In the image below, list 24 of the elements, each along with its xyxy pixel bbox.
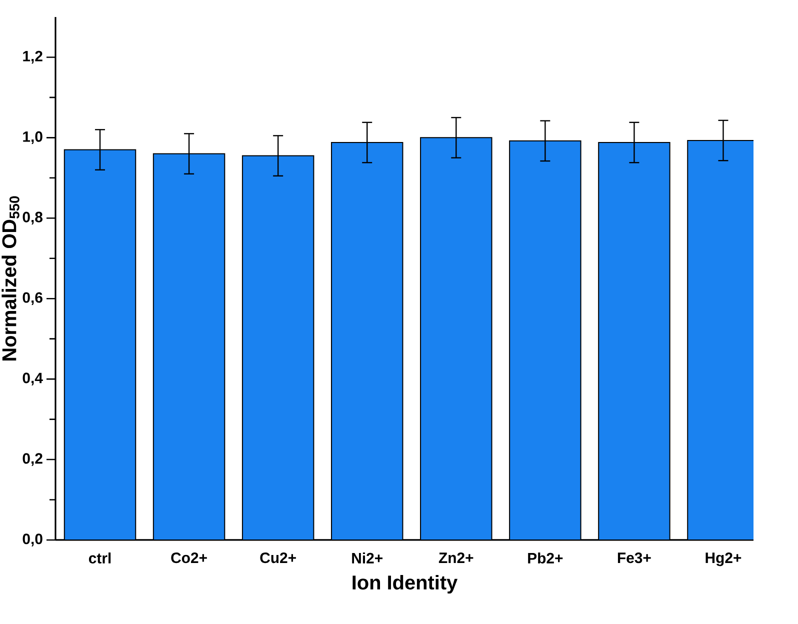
bar [64,149,136,540]
y-tick-label: 0,0 [22,534,42,546]
x-tick-label: Cu2+ [260,552,296,564]
x-tick-label: Pb2+ [528,552,563,564]
x-tick-label: Hg2+ [706,552,742,566]
x-tick-label: Fe3+ [618,552,651,564]
bar [509,140,582,540]
x-tick-label: Co2+ [171,552,207,564]
x-tick-label: Zn2+ [438,552,474,563]
y-tick-label: 0,6 [22,292,42,305]
y-tick-label: 0,8 [22,212,43,225]
y-tick-label: 1,2 [23,50,42,64]
bar [598,142,670,540]
bar [242,155,314,540]
y-axis-title: Normalized OD$_{550}$ [2,196,20,360]
bar [330,142,404,540]
y-tick-label: 1,0 [23,131,42,144]
y-tick-label: 0,4 [22,372,43,386]
y-tick-label: 0,2 [22,453,42,466]
x-tick-label: ctrl [88,552,111,564]
x-tick-label: Ni2+ [352,552,382,564]
x-axis-title: Ion Identity [352,574,458,594]
bar [420,137,492,540]
bar [152,153,226,540]
